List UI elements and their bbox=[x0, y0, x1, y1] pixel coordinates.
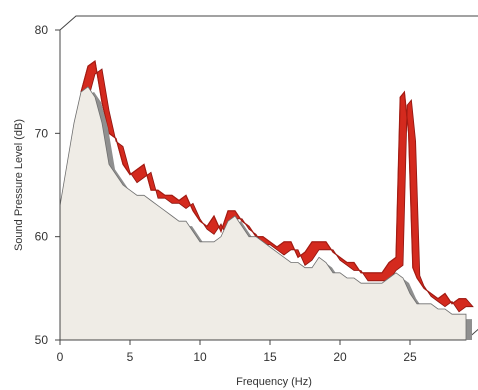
y-tick-label: 80 bbox=[35, 23, 49, 37]
x-tick-label: 0 bbox=[57, 350, 64, 364]
y-tick-label: 50 bbox=[35, 333, 49, 347]
back-series-layer bbox=[80, 59, 474, 313]
back-series-line bbox=[80, 59, 466, 305]
x-tick-label: 25 bbox=[403, 350, 417, 364]
x-axis-title: Frequency (Hz) bbox=[236, 376, 312, 388]
y-tick-label: 60 bbox=[35, 230, 49, 244]
frame-back-edge bbox=[59, 15, 478, 31]
front-series-area bbox=[59, 86, 467, 341]
x-tick-label: 20 bbox=[333, 350, 347, 364]
front-series-layer bbox=[59, 86, 467, 341]
y-axis-title: Sound Pressure Level (dB) bbox=[13, 119, 25, 251]
x-tick-label: 5 bbox=[127, 350, 134, 364]
x-tick-label: 15 bbox=[263, 350, 277, 364]
y-axis-ticks: 50 60 70 80 bbox=[35, 23, 60, 347]
y-tick-label: 70 bbox=[35, 126, 49, 140]
x-tick-label: 10 bbox=[193, 350, 207, 364]
x-axis-ticks: 0 5 10 15 20 25 bbox=[57, 340, 417, 364]
axes bbox=[59, 30, 466, 341]
